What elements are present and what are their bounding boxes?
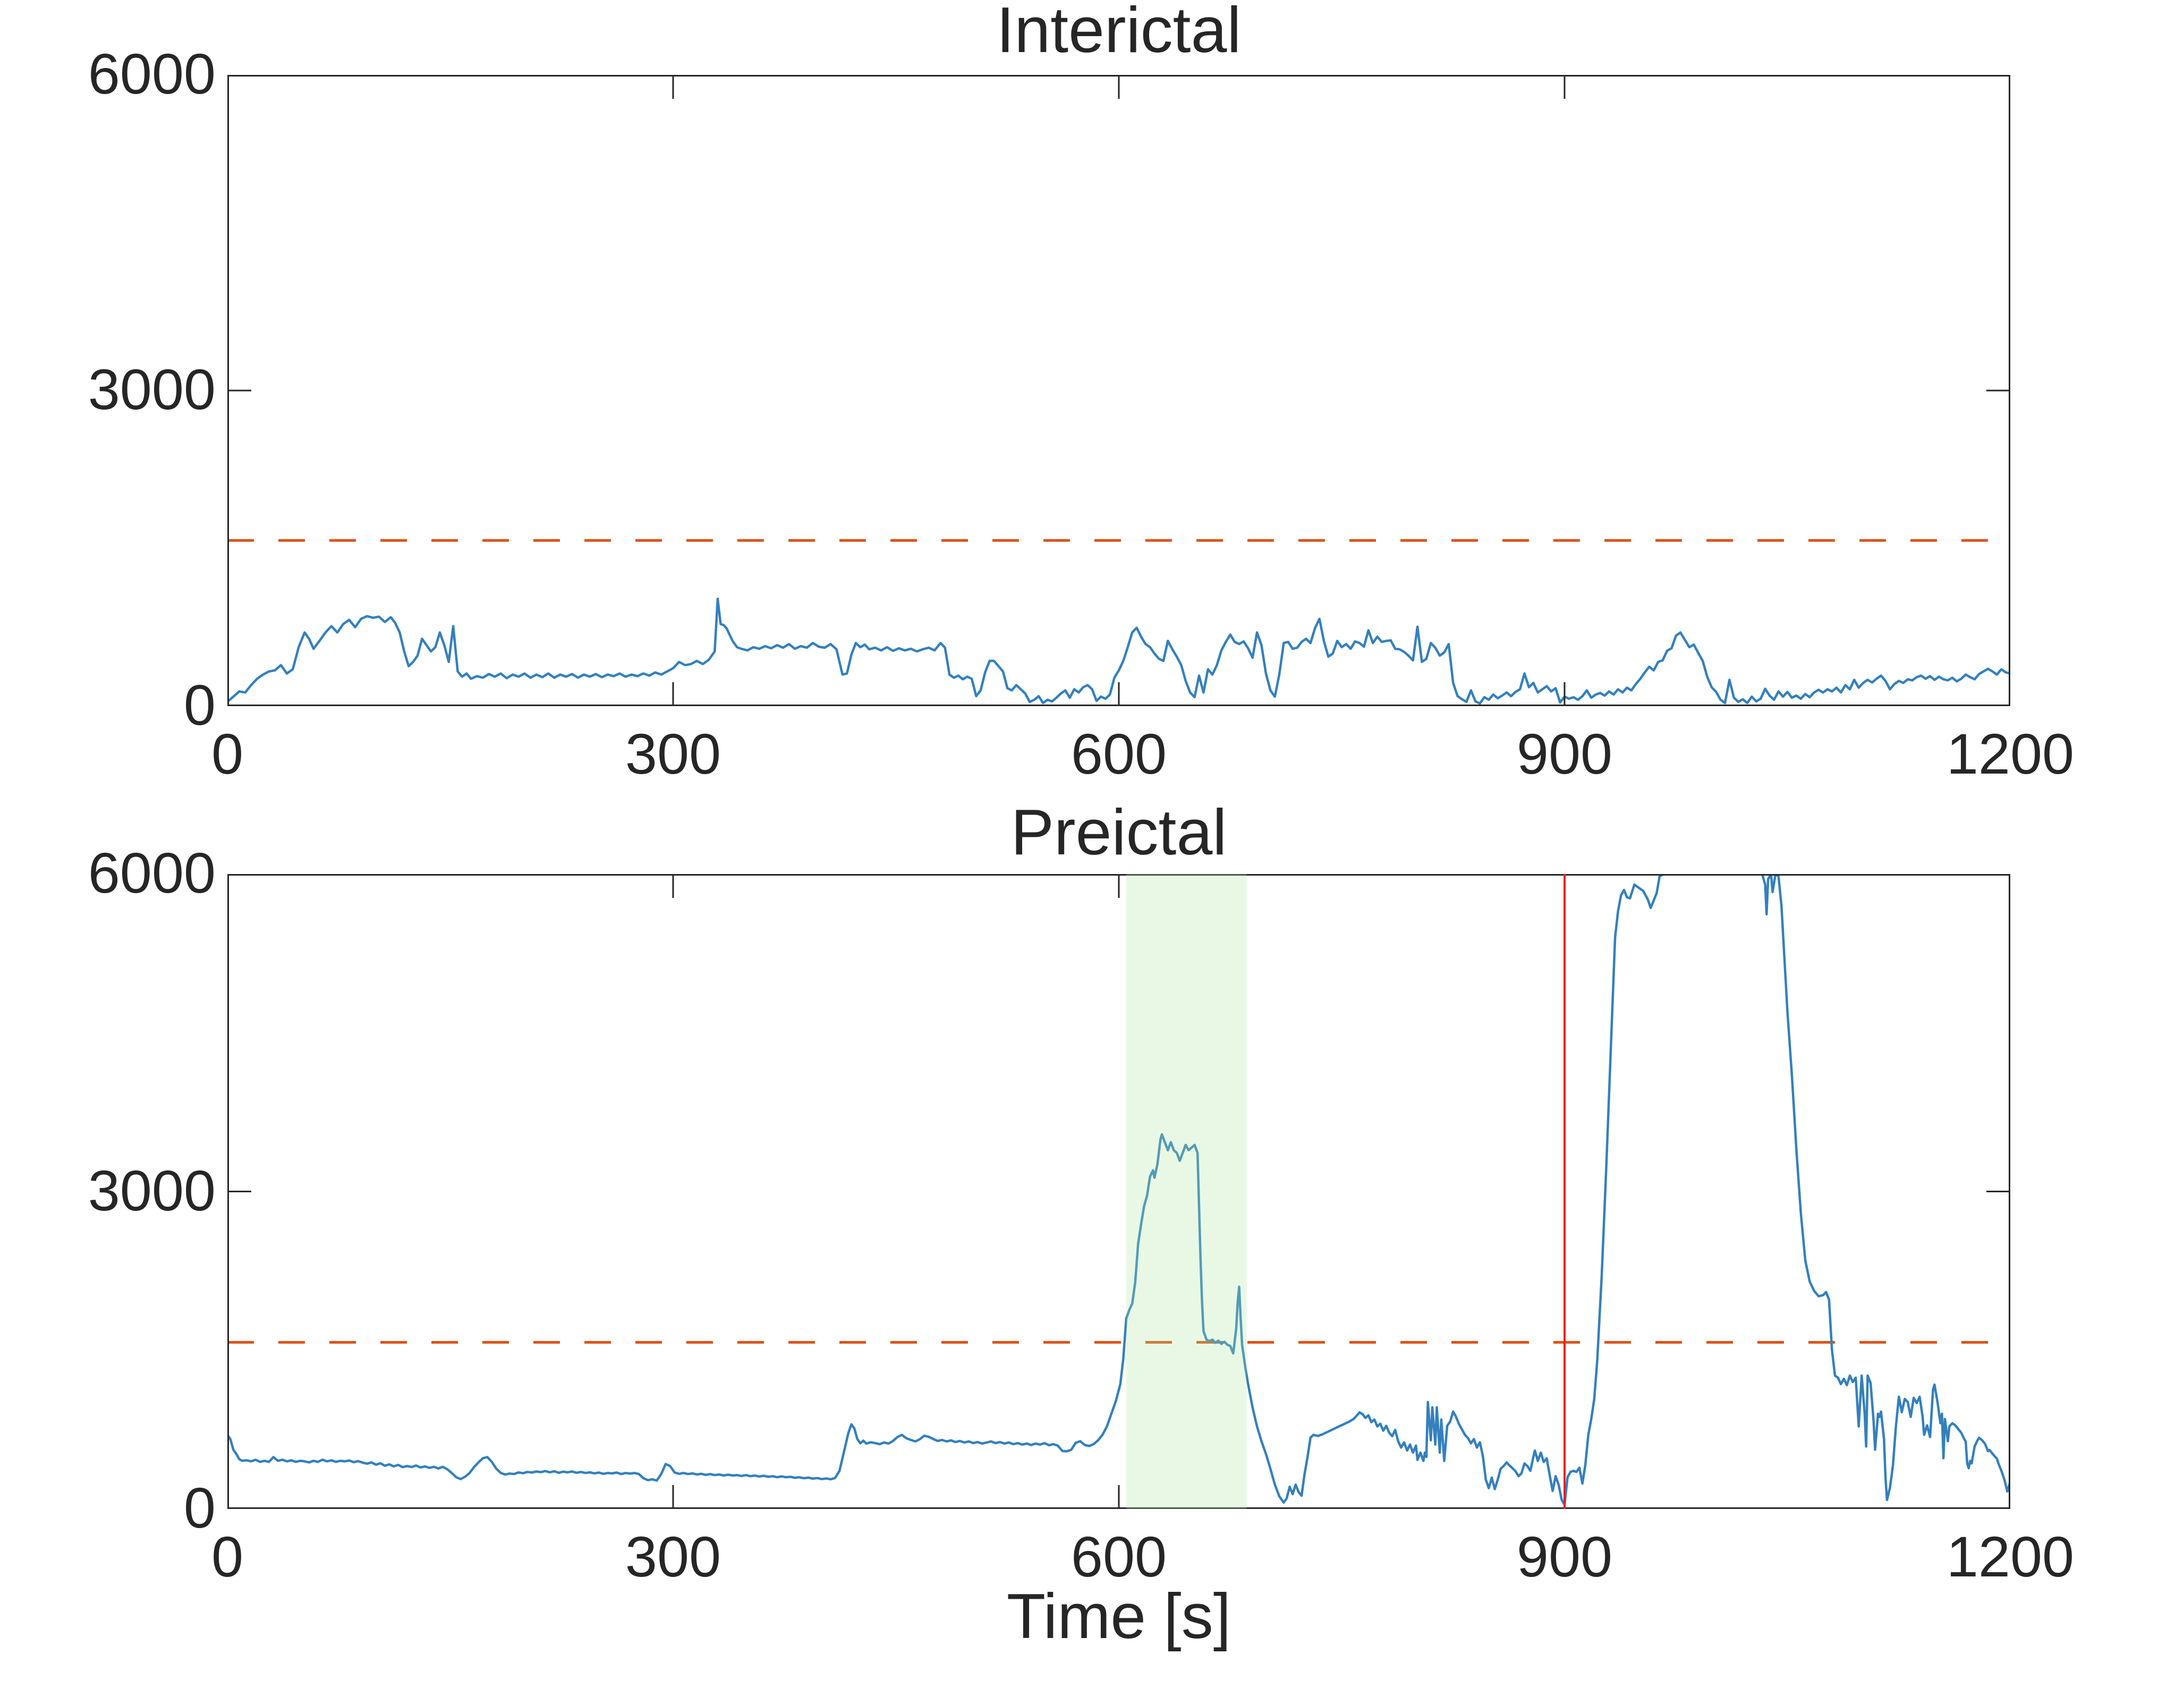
interictal-chart (227, 75, 2010, 706)
preictal-plot-area (227, 874, 2010, 1509)
preictal-x-tick-label: 300 (625, 1524, 721, 1589)
interictal-x-tick-label: 0 (211, 722, 244, 786)
interictal-x-tick-label: 900 (1516, 722, 1613, 786)
preictal-y-tick-label: 3000 (88, 1158, 216, 1223)
preictal-title: Preictal (1010, 796, 1227, 868)
preictal-signal-trace (227, 874, 2010, 1506)
axes-box (227, 874, 2010, 1509)
interictal-x-tick-label: 1200 (1946, 722, 2075, 786)
preictal-y-tick-label: 0 (183, 1475, 216, 1540)
preictal-x-tick-label: 0 (211, 1524, 244, 1589)
axes-box (227, 75, 2010, 706)
interictal-y-tick-label: 3000 (88, 357, 216, 421)
preictal-y-tick-label: 6000 (88, 841, 216, 905)
preictal-x-tick-label: 900 (1516, 1524, 1613, 1589)
interictal-y-tick-label: 0 (183, 673, 216, 737)
preictal-x-tick-label: 1200 (1946, 1524, 2075, 1589)
preictal-x-tick-label: 600 (1070, 1524, 1167, 1589)
interictal-signal-trace (227, 597, 2010, 705)
interictal-plot-area (227, 75, 2010, 706)
interictal-x-tick-label: 300 (625, 722, 721, 786)
seizure-highlight-region (1126, 874, 1247, 1509)
interictal-x-tick-label: 600 (1070, 722, 1167, 786)
interictal-y-tick-label: 6000 (88, 41, 216, 106)
interictal-title: Interictal (996, 0, 1242, 66)
preictal-chart (227, 874, 2010, 1509)
x-axis-label: Time [s] (1006, 1581, 1231, 1652)
